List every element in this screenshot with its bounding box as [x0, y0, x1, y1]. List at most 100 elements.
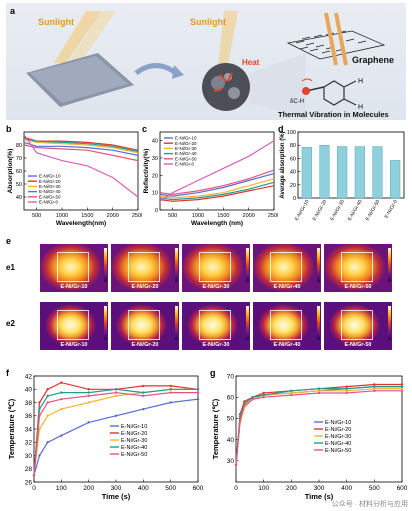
point-e-ni-gr-50 — [46, 401, 49, 404]
point-e-ni-gr-50 — [400, 389, 404, 393]
bar-e-ni-gr-10 — [301, 146, 312, 199]
thermal-image-e-ni-gr-40: E-Ni/Gr-40 — [253, 244, 321, 292]
panel-label-d: d — [278, 124, 284, 134]
thermal-row-1: E-Ni/Gr-10 E-Ni/Gr-20 E-Ni/Gr-30 E-Ni/Gr-40… — [40, 244, 392, 292]
y-tick-label: 30 — [227, 458, 235, 465]
panel-label-b: b — [6, 124, 12, 134]
chart-f-temperature: 0 100 200 300 400 500 600 26 28 30 32 34 36 38 40 42 Tim… — [7, 373, 204, 501]
series-line-e-ni-gr-10 — [159, 173, 275, 197]
x-tick-label: E-Ni/Gr-10 — [294, 199, 311, 222]
temperature-scale-bar — [317, 248, 320, 282]
x-tick-label: E-Ni/Gr-30 — [329, 199, 346, 222]
y-tick-label: 50 — [16, 182, 22, 188]
schematic-svg: Sunlight Sunlight Heat Graphene δC-H H H… — [26, 11, 394, 119]
thermal-image-e-ni-gr-10: E-Ni/Gr-10 — [40, 302, 108, 350]
point-e-ni-gr-10 — [142, 407, 145, 411]
legend-label: E-Ni/Gr-30 — [175, 146, 197, 151]
measurement-box — [57, 310, 89, 340]
point-e-ni-gr-20 — [169, 384, 172, 388]
point-e-ni-gr-40 — [60, 391, 63, 394]
schematic-caption: Thermal Vibration in Molecules — [278, 110, 389, 119]
x-tick-label: 600 — [397, 485, 408, 492]
legend-label: E-Ni/Gr-30 — [121, 438, 147, 444]
thermal-caption: E-Ni/Gr-30 — [202, 284, 230, 290]
y-tick-label: 40 — [152, 139, 158, 145]
point-e-ni-gr-40 — [243, 402, 246, 405]
point-e-ni-gr-20 — [60, 381, 63, 384]
series-line-e-ni-gr-20 — [159, 185, 275, 202]
bar-e-ni-gr-0 — [390, 160, 401, 199]
x-tick-label: 500 — [165, 485, 176, 492]
atom-h-1: H — [358, 78, 363, 85]
point-e-ni-gr-30 — [373, 387, 376, 390]
legend-label: E-Ni/Gr-10 — [39, 174, 61, 179]
series-line-e-ni-gr-10 — [235, 386, 402, 466]
process-arrow — [134, 63, 178, 76]
x-tick-label: 500 — [168, 213, 177, 219]
x-tick-label: 200 — [83, 485, 94, 492]
point-e-ni-gr-40 — [262, 393, 265, 397]
thermal-caption: E-Ni/Gr-40 — [273, 284, 301, 290]
x-tick-label: 0 — [234, 485, 238, 492]
sun-ray-left-2 — [68, 11, 116, 63]
legend-label: E-Ni/Gr-50 — [39, 194, 61, 199]
thermal-caption: E-Ni/Gr-50 — [344, 284, 372, 290]
point-e-ni-gr-30 — [317, 389, 321, 393]
point-e-ni-gr-20 — [243, 400, 246, 403]
thermal-caption: E-Ni/Gr-30 — [202, 342, 230, 348]
bar-e-ni-gr-50 — [372, 146, 383, 199]
legend-label: E-Ni/Gr-40 — [175, 151, 197, 156]
bar-e-ni-gr-20 — [319, 145, 330, 199]
legend-label: E-Ni/Gr-10 — [325, 420, 351, 426]
series-line-e-ni-gr-40 — [235, 386, 402, 466]
point-e-ni-gr-10 — [87, 421, 90, 424]
atom-h-2: H — [358, 104, 363, 111]
temperature-scale-bar — [246, 248, 249, 282]
panel-label-a: a — [10, 6, 16, 16]
series-line-e-ni-gr-20 — [235, 383, 402, 466]
point-e-ni-gr-50 — [251, 398, 254, 401]
point-e-ni-gr-50 — [32, 474, 36, 477]
series-line-e-ni-gr-50 — [23, 144, 139, 162]
y-axis-label: Absorption(%) — [7, 149, 14, 194]
legend-label: E-Ni/Gr-40 — [121, 445, 147, 451]
x-tick-label: 0 — [32, 485, 36, 492]
point-e-ni-gr-40 — [169, 388, 172, 391]
thermal-image-e-ni-gr-50: E-Ni/Gr-50 — [324, 244, 392, 292]
point-e-ni-gr-20 — [38, 401, 41, 404]
point-e-ni-gr-50 — [243, 404, 246, 407]
panel-label-g: g — [210, 368, 216, 378]
series-line-e-ni-gr-40 — [159, 181, 275, 201]
point-e-ni-gr-30 — [60, 407, 63, 411]
series-line-e-ni-gr-0 — [159, 140, 275, 202]
legend-label: E-Ni/Gr-50 — [121, 452, 147, 458]
thermal-caption: E-Ni/Gr-20 — [131, 284, 159, 290]
point-e-ni-gr-50 — [234, 463, 238, 467]
legend-label: E-Ni/Gr-50 — [175, 156, 197, 161]
x-tick-label: E-Ni/Gr-0 — [384, 199, 399, 220]
thermal-image-e-ni-gr-20: E-Ni/Gr-20 — [111, 302, 179, 350]
point-e-ni-gr-50 — [169, 391, 172, 394]
legend-label: E-Ni/Gr-30 — [325, 434, 351, 440]
series-line-e-ni-gr-50 — [235, 390, 402, 466]
y-tick-label: 40 — [290, 170, 296, 176]
point-e-ni-gr-50 — [262, 396, 265, 399]
measurement-box — [341, 310, 373, 340]
y-tick-label: 100 — [287, 130, 296, 136]
measurement-box — [199, 252, 231, 282]
chart-g-temperature: 0 100 200 300 400 500 600 30 40 50 60 70 Time (s) Tem… — [211, 373, 408, 501]
heat-arrows — [213, 72, 233, 92]
point-e-ni-gr-50 — [290, 393, 293, 397]
point-e-ni-gr-40 — [251, 396, 254, 399]
point-e-ni-gr-30 — [87, 401, 90, 404]
y-tick-label: 20 — [290, 183, 296, 189]
legend-label: E-Ni/Gr-0 — [39, 200, 58, 205]
series-line-e-ni-gr-30 — [235, 388, 402, 466]
point-e-ni-gr-50 — [196, 391, 200, 394]
legend-label: E-Ni/Gr-10 — [175, 136, 197, 141]
legend-label: E-Ni/Gr-10 — [121, 424, 147, 430]
y-tick-label: 80 — [290, 143, 296, 149]
point-e-ni-gr-20 — [373, 383, 376, 386]
